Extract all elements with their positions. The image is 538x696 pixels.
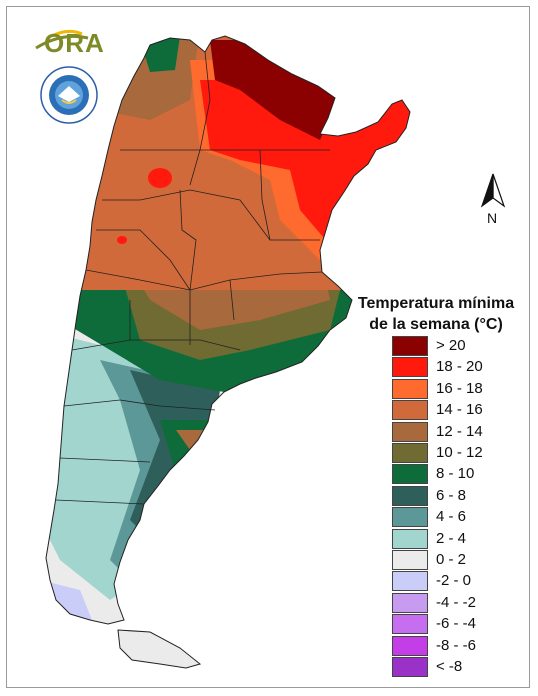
legend-label: 0 - 2: [436, 551, 467, 568]
legend-item: 18 - 20: [392, 357, 532, 378]
legend-item: > 20: [392, 336, 532, 356]
legend-label: -6 - -4: [436, 615, 477, 633]
legend-swatch: [392, 550, 428, 570]
legend-swatch: [392, 400, 428, 421]
legend-swatch: [392, 571, 428, 592]
legend-label: 4 - 6: [436, 508, 467, 526]
legend-title: Temperatura mínima de la semana (°C): [346, 293, 526, 335]
legend-label: 18 - 20: [436, 358, 483, 376]
legend-swatch: [392, 657, 428, 677]
legend-label: 16 - 18: [436, 379, 483, 397]
legend-swatch: [392, 336, 428, 356]
legend-swatch: [392, 614, 428, 635]
legend-swatch: [392, 357, 428, 378]
legend-item: 4 - 6: [392, 507, 532, 528]
legend-label: < -8: [436, 658, 463, 675]
legend-swatch: [392, 592, 428, 613]
legend-label: 2 - 4: [436, 529, 467, 547]
legend-label: 10 - 12: [436, 444, 483, 461]
legend-swatch: [392, 528, 428, 549]
legend-item: 8 - 10: [392, 464, 532, 485]
legend-swatch: [392, 485, 428, 506]
legend-swatch: [392, 421, 428, 442]
legend-swatch: [392, 443, 428, 463]
legend-swatch: [392, 635, 428, 656]
legend-item: 14 - 16: [392, 400, 532, 421]
ora-logo: ORA: [32, 28, 112, 60]
legend-item: 2 - 4: [392, 528, 532, 549]
legend-item: 16 - 18: [392, 378, 532, 399]
legend-swatch: [392, 507, 428, 528]
legend-swatch: [392, 378, 428, 399]
north-arrow: N: [478, 172, 508, 232]
ora-logo-text: ORA: [44, 28, 105, 58]
legend-label: -8 - -6: [436, 636, 477, 654]
north-label: N: [487, 210, 498, 226]
legend-swatch: [392, 464, 428, 485]
legend-label: -4 - -2: [436, 593, 477, 611]
legend-label: > 20: [436, 337, 466, 354]
legend-label: 14 - 16: [436, 401, 483, 419]
legend-item: < -8: [392, 657, 532, 677]
legend-item: -2 - 0: [392, 571, 532, 592]
legend-title-line2: de la semana (°C): [369, 316, 503, 333]
legend-label: 8 - 10: [436, 465, 475, 483]
legend-item: 0 - 2: [392, 550, 532, 570]
legend-item: -4 - -2: [392, 592, 532, 613]
legend-title-line1: Temperatura mínima: [357, 295, 515, 312]
legend-item: -6 - -4: [392, 614, 532, 635]
legend-item: 6 - 8: [392, 485, 532, 506]
legend-label: 12 - 14: [436, 422, 483, 440]
legend-item: 12 - 14: [392, 421, 532, 442]
legend-label: -2 - 0: [436, 572, 472, 590]
ora-logo-swoosh: [35, 29, 89, 50]
legend-item: -8 - -6: [392, 635, 532, 656]
legend-item: 10 - 12: [392, 443, 532, 463]
legend-label: 6 - 8: [436, 486, 467, 504]
smn-seal-logo: [40, 66, 98, 124]
north-arrow-icon: [480, 173, 506, 208]
